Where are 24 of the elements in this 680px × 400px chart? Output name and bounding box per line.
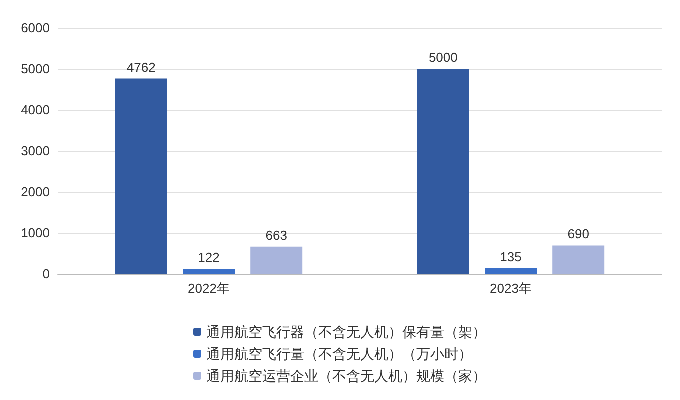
y-tick-label: 1000: [21, 226, 50, 240]
y-tick-label: 6000: [21, 20, 50, 36]
data-label: 690: [568, 226, 590, 242]
data-label: 4762: [126, 60, 156, 75]
data-label: 5000: [428, 50, 458, 65]
bar: [115, 78, 168, 274]
y-tick-label: 4000: [21, 102, 50, 118]
y-tick-label: 0: [42, 266, 50, 282]
data-label: 663: [266, 228, 288, 243]
data-label: 122: [198, 250, 220, 265]
data-label: 135: [500, 249, 522, 264]
x-tick-label: 2023年: [490, 281, 532, 296]
bar: [552, 246, 605, 274]
bar: [183, 269, 235, 274]
legend-label: 通用航空飞行器（不含无人机）保有量（架）: [206, 324, 486, 340]
y-tick-label: 3000: [21, 144, 50, 158]
y-tick-label: 5000: [21, 62, 50, 76]
x-tick-label: 2022年: [188, 281, 230, 296]
legend-label: 通用航空飞行量（不含无人机）（万小时）: [206, 346, 472, 362]
bar: [485, 268, 537, 274]
y-tick-label: 2000: [21, 184, 50, 200]
bar: [417, 69, 470, 274]
legend-label: 通用航空运营企业（不含无人机）规模（家）: [206, 368, 486, 384]
bar: [250, 246, 303, 274]
